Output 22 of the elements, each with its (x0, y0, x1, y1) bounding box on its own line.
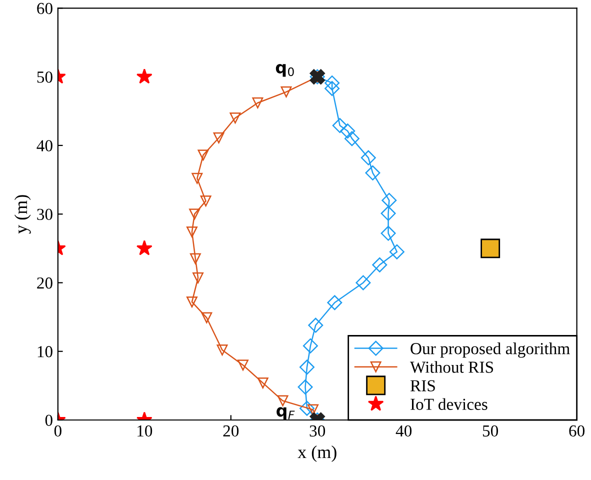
x-axis-title: x (m) (298, 446, 336, 462)
legend-label: Our proposed algorithm (410, 342, 570, 358)
x-tick-label: 30 (310, 425, 326, 437)
x-tick-label: 20 (223, 425, 239, 437)
y-tick-label: 30 (37, 208, 52, 220)
x-tick-label: 60 (569, 425, 585, 437)
x-tick-label: 40 (396, 425, 412, 437)
x-tick-label: 10 (138, 425, 152, 437)
annotation: q$_{F}$ (276, 407, 295, 420)
y-tick-label: 20 (37, 277, 52, 289)
x-tick-label: 0 (54, 425, 62, 437)
y-tick-label: 50 (37, 72, 52, 83)
y-tick-label: 60 (37, 2, 52, 14)
legend-label: Without RIS (410, 361, 494, 373)
y-axis-title: y (m) (14, 195, 31, 234)
legend-label: RIS (410, 380, 435, 392)
y-tick-label: 10 (38, 346, 52, 358)
y-tick-label: 0 (45, 414, 52, 426)
y-tick-label: 40 (36, 140, 52, 152)
annotation: q$_{0}$ (276, 64, 294, 77)
legend-label: IoT devices (410, 398, 488, 410)
x-tick-label: 50 (482, 425, 498, 437)
